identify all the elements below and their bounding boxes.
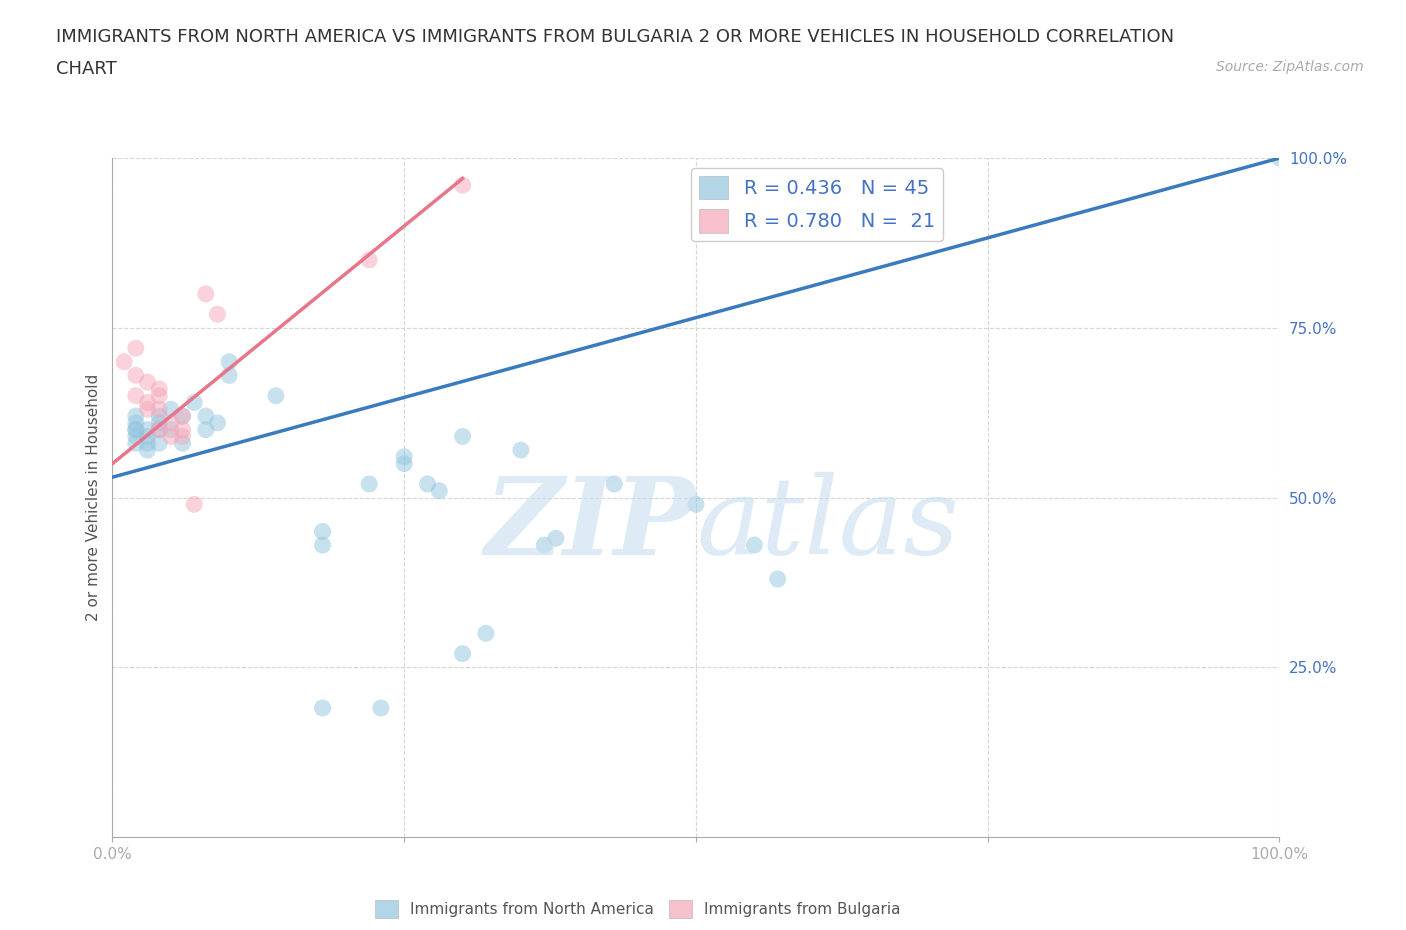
Point xyxy=(148,422,170,437)
Point xyxy=(359,253,381,268)
Point xyxy=(136,402,159,417)
Point xyxy=(311,525,333,539)
Point xyxy=(125,389,148,404)
Point xyxy=(427,484,450,498)
Point xyxy=(125,429,148,444)
Point xyxy=(685,497,707,512)
Y-axis label: 2 or more Vehicles in Household: 2 or more Vehicles in Household xyxy=(86,374,101,621)
Point xyxy=(148,436,170,451)
Point xyxy=(136,422,159,437)
Point xyxy=(136,395,159,410)
Point xyxy=(136,436,159,451)
Point xyxy=(160,416,183,431)
Text: ZIP: ZIP xyxy=(485,472,696,578)
Point xyxy=(148,402,170,417)
Point xyxy=(172,436,194,451)
Point xyxy=(136,429,159,444)
Point xyxy=(416,476,439,491)
Point xyxy=(148,422,170,437)
Point xyxy=(218,354,240,369)
Point xyxy=(136,375,159,390)
Point xyxy=(125,368,148,383)
Point xyxy=(603,476,626,491)
Point xyxy=(207,307,229,322)
Point xyxy=(766,572,789,587)
Text: atlas: atlas xyxy=(696,472,959,578)
Point xyxy=(1268,151,1291,166)
Point xyxy=(160,422,183,437)
Text: IMMIGRANTS FROM NORTH AMERICA VS IMMIGRANTS FROM BULGARIA 2 OR MORE VEHICLES IN : IMMIGRANTS FROM NORTH AMERICA VS IMMIGRA… xyxy=(56,28,1174,46)
Point xyxy=(183,497,205,512)
Point xyxy=(125,340,148,355)
Point xyxy=(451,429,474,444)
Legend: Immigrants from North America, Immigrants from Bulgaria: Immigrants from North America, Immigrant… xyxy=(368,894,907,924)
Point xyxy=(544,531,567,546)
Point xyxy=(148,416,170,431)
Point xyxy=(311,700,333,715)
Point xyxy=(370,700,392,715)
Point xyxy=(125,436,148,451)
Point xyxy=(451,178,474,193)
Point xyxy=(194,408,217,423)
Point xyxy=(533,538,555,552)
Point xyxy=(194,422,217,437)
Text: Source: ZipAtlas.com: Source: ZipAtlas.com xyxy=(1216,60,1364,74)
Point xyxy=(148,408,170,423)
Point xyxy=(125,416,148,431)
Point xyxy=(148,381,170,396)
Text: CHART: CHART xyxy=(56,60,117,78)
Point xyxy=(160,429,183,444)
Point xyxy=(392,457,416,472)
Point xyxy=(311,538,333,552)
Point xyxy=(359,476,381,491)
Point xyxy=(125,408,148,423)
Point xyxy=(218,368,240,383)
Point xyxy=(160,402,183,417)
Point xyxy=(125,422,148,437)
Point xyxy=(172,408,194,423)
Point xyxy=(125,422,148,437)
Point xyxy=(172,422,194,437)
Point xyxy=(509,443,531,458)
Point xyxy=(172,408,194,423)
Point xyxy=(194,286,217,301)
Point xyxy=(392,449,416,464)
Point xyxy=(264,389,287,404)
Point xyxy=(207,416,229,431)
Point xyxy=(742,538,765,552)
Point xyxy=(451,646,474,661)
Point xyxy=(112,354,135,369)
Point xyxy=(172,429,194,444)
Point xyxy=(475,626,498,641)
Point xyxy=(136,443,159,458)
Point xyxy=(148,389,170,404)
Point xyxy=(183,395,205,410)
